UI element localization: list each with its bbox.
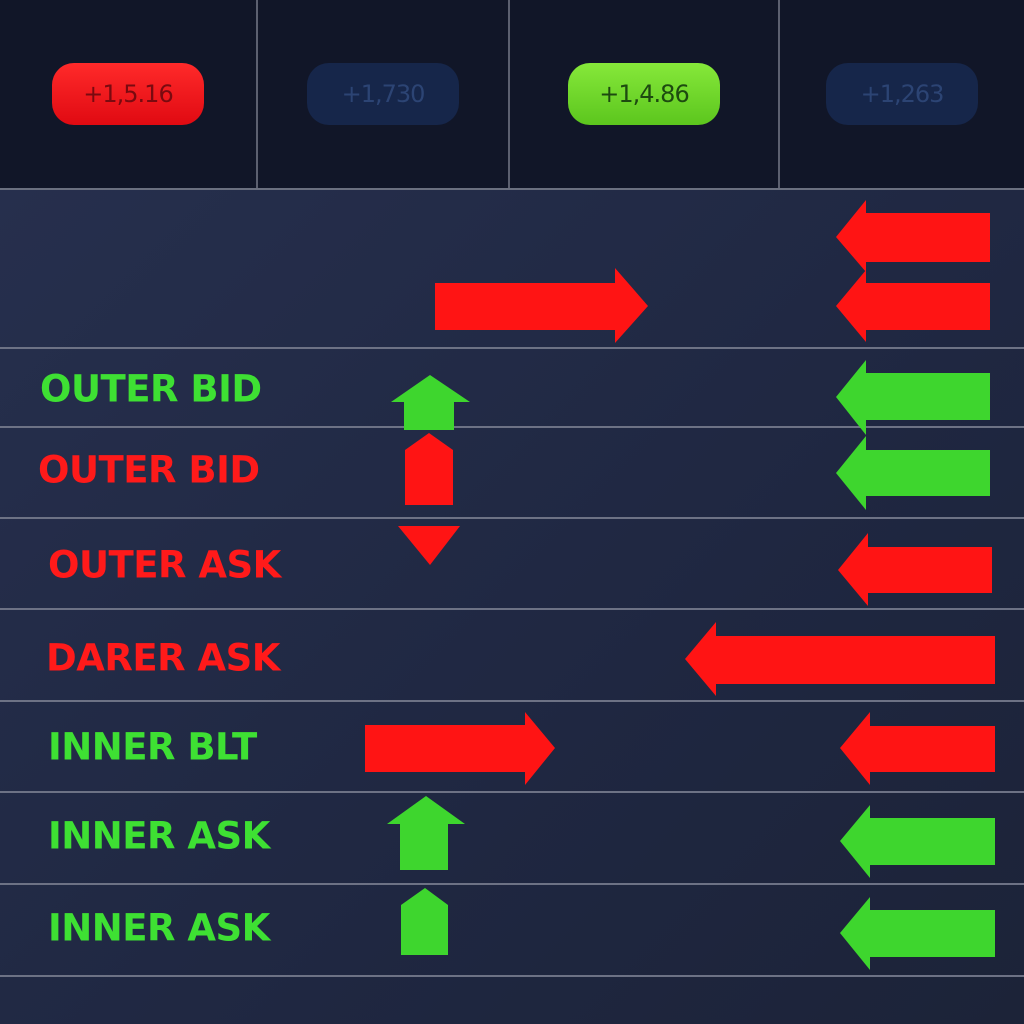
table-row <box>0 349 1024 428</box>
row-label: INNER ASK <box>48 814 270 858</box>
row-label: OUTER BID <box>40 367 262 411</box>
row-label: DARER ASK <box>46 636 280 680</box>
table-row <box>0 428 1024 519</box>
table-row <box>0 190 1024 349</box>
table-row <box>0 793 1024 885</box>
table-row <box>0 519 1024 610</box>
ticker-badge[interactable]: +1,4.86 <box>568 63 720 125</box>
ticker-cell: +1,4.86 <box>510 0 780 188</box>
row-label: INNER BLT <box>48 725 257 769</box>
ticker-badge[interactable]: +1,730 <box>307 63 459 125</box>
table-row <box>0 610 1024 702</box>
row-label: INNER ASK <box>48 906 270 950</box>
ticker-badge[interactable]: +1,5.16 <box>52 63 204 125</box>
table-row <box>0 885 1024 977</box>
row-label: OUTER ASK <box>48 543 281 587</box>
ticker-cell: +1,730 <box>258 0 510 188</box>
ticker-cell: +1,5.16 <box>0 0 258 188</box>
table-row <box>0 702 1024 793</box>
ticker-header: +1,5.16 +1,730 +1,4.86 +1,263 <box>0 0 1024 190</box>
order-book-table <box>0 190 1024 1024</box>
ticker-badge[interactable]: +1,263 <box>826 63 978 125</box>
ticker-cell: +1,263 <box>780 0 1024 188</box>
row-label: OUTER BID <box>38 448 260 492</box>
